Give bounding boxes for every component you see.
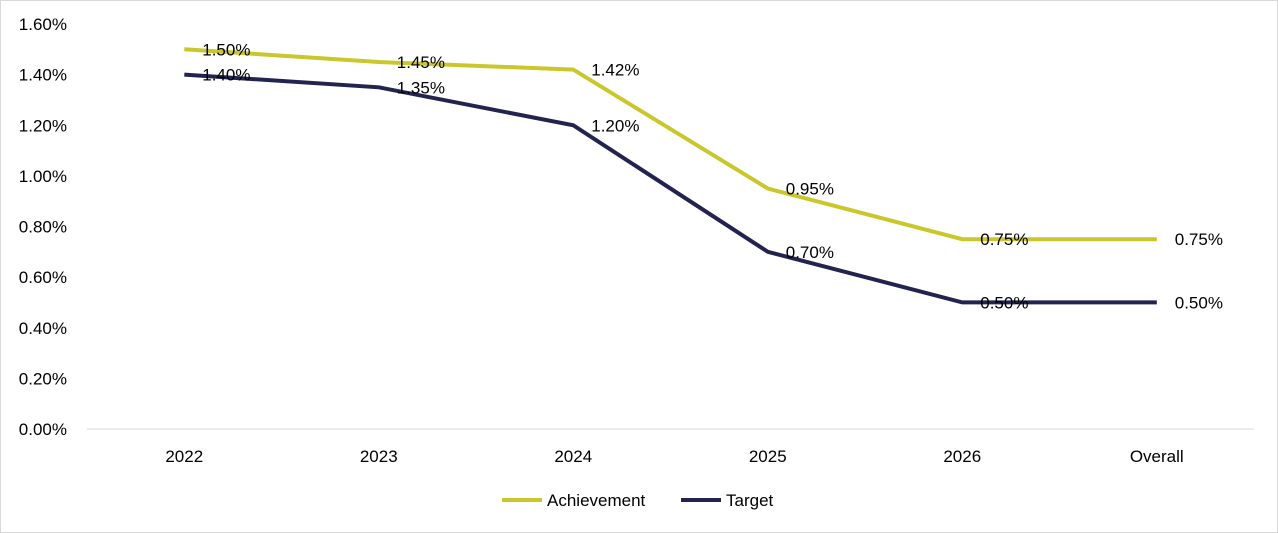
x-tick-label: 2026 xyxy=(943,447,981,466)
series-lines xyxy=(184,47,1157,305)
series-line-achievement xyxy=(184,47,1157,242)
data-label-target: 1.35% xyxy=(397,78,445,97)
x-axis: 2022 2023 2024 2025 2026 Overall xyxy=(165,447,1183,466)
data-label-achievement: 1.45% xyxy=(397,53,445,72)
data-labels: 1.50% 1.45% 1.42% 0.95% 0.75% 0.75% 1.40% 1.35%… xyxy=(202,40,1223,312)
legend-label-achievement: Achievement xyxy=(547,491,646,510)
data-label-achievement: 0.95% xyxy=(786,180,834,199)
y-tick-label: 1.00% xyxy=(19,167,67,186)
data-label-target: 0.70% xyxy=(786,243,834,262)
y-tick-label: 1.20% xyxy=(19,116,67,135)
legend: Achievement Target xyxy=(502,491,774,510)
data-label-achievement: 1.42% xyxy=(591,61,639,80)
x-tick-label: Overall xyxy=(1130,447,1184,466)
data-label-target: 0.50% xyxy=(1175,293,1223,312)
x-tick-label: 2023 xyxy=(360,447,398,466)
y-tick-label: 1.40% xyxy=(19,66,67,85)
y-tick-label: 0.60% xyxy=(19,268,67,287)
legend-label-target: Target xyxy=(726,491,774,510)
series-line-target xyxy=(184,72,1157,305)
y-tick-label: 1.60% xyxy=(19,15,67,34)
y-axis: 0.00% 0.20% 0.40% 0.60% 0.80% 1.00% 1.20% 1.40%… xyxy=(19,15,67,439)
data-label-target: 0.50% xyxy=(980,293,1028,312)
y-tick-label: 0.40% xyxy=(19,319,67,338)
y-tick-label: 0.20% xyxy=(19,369,67,388)
x-tick-label: 2025 xyxy=(749,447,787,466)
x-tick-label: 2024 xyxy=(554,447,592,466)
data-label-target: 1.40% xyxy=(202,66,250,85)
data-label-achievement: 0.75% xyxy=(980,230,1028,249)
y-tick-label: 0.00% xyxy=(19,420,67,439)
data-label-target: 1.20% xyxy=(591,116,639,135)
y-tick-label: 0.80% xyxy=(19,218,67,237)
x-tick-label: 2022 xyxy=(165,447,203,466)
data-label-achievement: 0.75% xyxy=(1175,230,1223,249)
data-label-achievement: 1.50% xyxy=(202,40,250,59)
